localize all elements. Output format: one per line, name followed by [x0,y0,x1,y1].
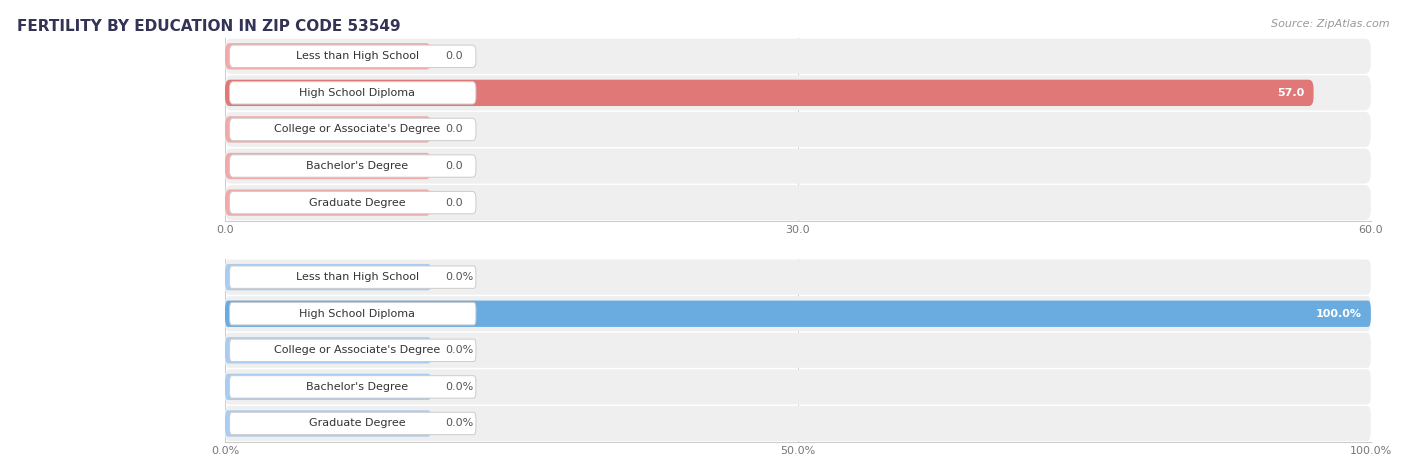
Text: 0.0: 0.0 [444,161,463,171]
FancyBboxPatch shape [229,412,475,435]
FancyBboxPatch shape [225,296,1371,331]
FancyBboxPatch shape [225,116,432,142]
FancyBboxPatch shape [225,112,1371,147]
FancyBboxPatch shape [225,190,432,216]
Text: 0.0: 0.0 [444,198,463,208]
Text: High School Diploma: High School Diploma [299,88,415,98]
FancyBboxPatch shape [229,303,475,325]
FancyBboxPatch shape [225,337,432,363]
Text: High School Diploma: High School Diploma [299,309,415,319]
FancyBboxPatch shape [225,80,1313,106]
Text: 57.0: 57.0 [1277,88,1305,98]
FancyBboxPatch shape [225,76,1371,110]
Text: 0.0: 0.0 [444,124,463,134]
Text: Bachelor's Degree: Bachelor's Degree [307,161,408,171]
FancyBboxPatch shape [225,406,1371,441]
FancyBboxPatch shape [229,339,475,361]
FancyBboxPatch shape [225,374,432,400]
Text: Less than High School: Less than High School [295,51,419,61]
Text: Graduate Degree: Graduate Degree [309,198,405,208]
Text: 100.0%: 100.0% [1316,309,1361,319]
Text: Bachelor's Degree: Bachelor's Degree [307,382,408,392]
FancyBboxPatch shape [229,376,475,398]
FancyBboxPatch shape [225,410,432,437]
FancyBboxPatch shape [225,39,1371,74]
FancyBboxPatch shape [229,155,475,177]
FancyBboxPatch shape [229,191,475,214]
FancyBboxPatch shape [225,260,1371,294]
Text: Less than High School: Less than High School [295,272,419,282]
Text: 0.0%: 0.0% [444,382,474,392]
Text: 0.0: 0.0 [444,51,463,61]
FancyBboxPatch shape [229,45,475,67]
FancyBboxPatch shape [225,264,432,290]
FancyBboxPatch shape [229,266,475,288]
Text: 0.0%: 0.0% [444,345,474,355]
FancyBboxPatch shape [225,370,1371,404]
Text: FERTILITY BY EDUCATION IN ZIP CODE 53549: FERTILITY BY EDUCATION IN ZIP CODE 53549 [17,19,401,34]
FancyBboxPatch shape [229,82,475,104]
FancyBboxPatch shape [225,153,432,179]
FancyBboxPatch shape [225,301,1371,327]
Text: 0.0%: 0.0% [444,272,474,282]
FancyBboxPatch shape [225,149,1371,183]
FancyBboxPatch shape [225,185,1371,220]
FancyBboxPatch shape [225,333,1371,368]
Text: 0.0%: 0.0% [444,418,474,428]
Text: College or Associate's Degree: College or Associate's Degree [274,124,440,134]
Text: Graduate Degree: Graduate Degree [309,418,405,428]
Text: Source: ZipAtlas.com: Source: ZipAtlas.com [1271,19,1389,29]
FancyBboxPatch shape [229,118,475,141]
Text: College or Associate's Degree: College or Associate's Degree [274,345,440,355]
FancyBboxPatch shape [225,43,432,69]
